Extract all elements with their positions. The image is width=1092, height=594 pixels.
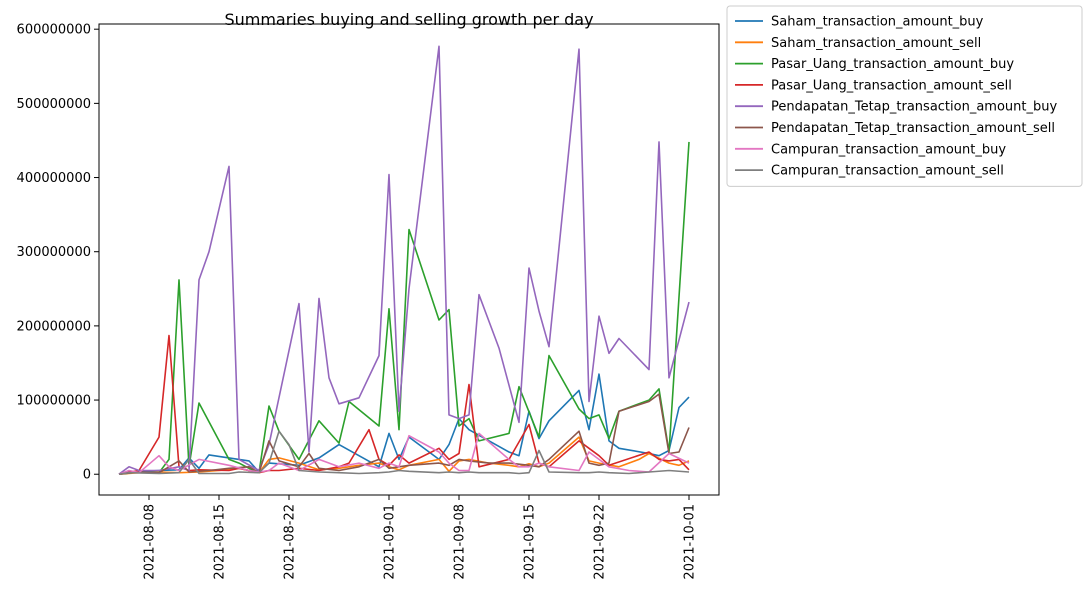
y-tick-label: 600000000 — [17, 23, 91, 38]
x-tick-label: 2021-09-15 — [523, 504, 538, 580]
x-tick-label: 2021-08-08 — [143, 504, 158, 580]
x-tick-label: 2021-10-01 — [683, 504, 698, 580]
x-tick-label: 2021-08-22 — [283, 504, 298, 580]
legend-label: Pendapatan_Tetap_transaction_amount_buy — [771, 100, 1057, 115]
y-tick-label: 300000000 — [17, 245, 91, 260]
y-tick-label: 500000000 — [17, 97, 91, 112]
legend-label: Saham_transaction_amount_sell — [771, 36, 981, 51]
y-tick-label: 200000000 — [17, 319, 91, 334]
legend-label: Saham_transaction_amount_buy — [771, 15, 984, 30]
x-tick-label: 2021-09-08 — [453, 504, 468, 580]
y-tick-label: 100000000 — [17, 394, 91, 409]
x-tick-label: 2021-08-15 — [213, 504, 228, 580]
x-axis: 2021-08-08 2021-08-15 2021-08-22 2021-09-01… — [143, 495, 698, 580]
legend-label: Campuran_transaction_amount_sell — [771, 164, 1004, 179]
series-line-8 — [118, 430, 690, 475]
series-line-5 — [118, 45, 690, 475]
x-tick-label: 2021-09-01 — [383, 504, 398, 580]
legend-label: Pasar_Uang_transaction_amount_buy — [771, 57, 1014, 72]
series-line-3 — [118, 141, 690, 475]
y-axis: 0 100000000 200000000 300000000 400000000 500… — [17, 23, 99, 483]
legend-label: Campuran_transaction_amount_buy — [771, 142, 1006, 157]
y-tick-label: 0 — [83, 468, 91, 483]
legend-box — [726, 5, 1083, 187]
series-line-2 — [118, 436, 690, 475]
plot-lines — [118, 45, 690, 475]
legend-label: Pasar_Uang_transaction_amount_sell — [771, 78, 1012, 93]
legend: Saham_transaction_amount_buy Saham_transa… — [726, 5, 1083, 187]
series-line-7 — [118, 432, 690, 475]
plot-frame — [98, 23, 720, 496]
x-tick-label: 2021-09-22 — [593, 504, 608, 580]
legend-label: Pendapatan_Tetap_transaction_amount_sell — [771, 121, 1055, 136]
chart-title: Summaries buying and selling growth per … — [224, 10, 593, 29]
y-tick-label: 400000000 — [17, 171, 91, 186]
